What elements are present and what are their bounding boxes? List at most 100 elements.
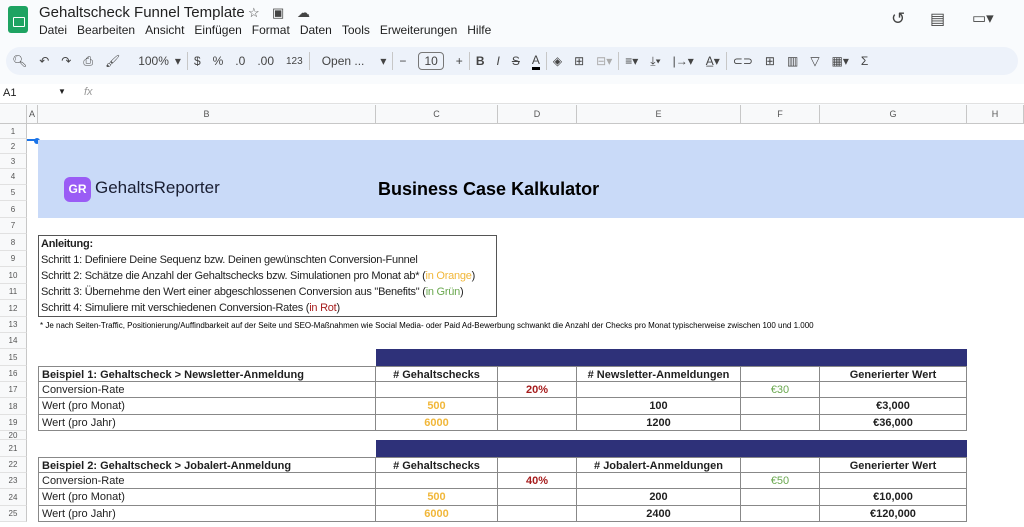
- row-header-6[interactable]: 6: [0, 201, 27, 218]
- table-cell[interactable]: [376, 382, 498, 398]
- row-header-5[interactable]: 5: [0, 185, 27, 201]
- table-cell[interactable]: [498, 415, 577, 431]
- table-header-cell[interactable]: Generierter Wert: [820, 457, 967, 473]
- increase-decimal-button[interactable]: .00: [257, 54, 274, 68]
- name-box-dropdown-icon[interactable]: ▼: [58, 87, 66, 96]
- menu-format[interactable]: Format: [251, 23, 290, 37]
- more-formats-button[interactable]: 123: [286, 55, 303, 67]
- row-header-2[interactable]: 2: [0, 139, 27, 154]
- column-header-h[interactable]: H: [967, 105, 1024, 124]
- table-cell[interactable]: 40%: [498, 473, 577, 489]
- table-cell[interactable]: 6000: [376, 415, 498, 431]
- undo-icon[interactable]: ↶: [39, 54, 50, 68]
- table-cell[interactable]: €50: [741, 473, 820, 489]
- table-cell[interactable]: [741, 506, 820, 522]
- table-header-cell[interactable]: # Gehaltschecks: [376, 366, 498, 382]
- font-size-increase[interactable]: +: [455, 54, 463, 68]
- column-header-f[interactable]: F: [741, 105, 820, 124]
- text-rotation-icon[interactable]: A̲▾: [705, 54, 720, 68]
- cloud-status-icon[interactable]: ☁: [297, 5, 310, 20]
- table-header-cell[interactable]: [498, 457, 577, 473]
- menu-erweiterungen[interactable]: Erweiterungen: [379, 23, 458, 37]
- table-header-cell[interactable]: # Gehaltschecks: [376, 457, 498, 473]
- horizontal-align-icon[interactable]: ≡▾: [625, 54, 639, 68]
- filter-views-icon[interactable]: ▦▾: [831, 54, 849, 68]
- menu-einfügen[interactable]: Einfügen: [194, 23, 242, 37]
- table-cell[interactable]: 500: [376, 398, 498, 415]
- table-header-cell[interactable]: Beispiel 1: Gehaltscheck > Newsletter-An…: [38, 366, 376, 382]
- font-size-decrease[interactable]: −: [399, 54, 407, 68]
- move-folder-icon[interactable]: ▣: [272, 5, 285, 20]
- formula-input[interactable]: [110, 87, 1010, 101]
- font-select[interactable]: Open ... ▾: [321, 54, 387, 68]
- column-header-d[interactable]: D: [498, 105, 577, 124]
- row-header-20[interactable]: 20: [0, 431, 27, 440]
- table-cell[interactable]: Conversion-Rate: [38, 473, 376, 489]
- table-cell[interactable]: 200: [577, 489, 741, 506]
- row-header-23[interactable]: 23: [0, 473, 27, 489]
- menu-datei[interactable]: Datei: [39, 23, 68, 37]
- borders-icon[interactable]: ⊞: [574, 54, 585, 68]
- selected-cell-a1[interactable]: [27, 124, 38, 141]
- table-cell[interactable]: €120,000: [820, 506, 967, 522]
- row-header-12[interactable]: 12: [0, 300, 27, 317]
- selection-handle[interactable]: [34, 138, 40, 144]
- column-header-a[interactable]: A: [27, 105, 38, 124]
- menu-tools[interactable]: Tools: [341, 23, 370, 37]
- row-header-14[interactable]: 14: [0, 333, 27, 349]
- table-cell[interactable]: [577, 382, 741, 398]
- text-color-button[interactable]: A: [531, 53, 540, 70]
- italic-button[interactable]: I: [496, 54, 500, 68]
- meet-icon[interactable]: ▭▾: [972, 10, 994, 27]
- doc-title[interactable]: Gehaltscheck Funnel Template: [39, 4, 245, 21]
- comments-icon[interactable]: ▤: [930, 11, 946, 28]
- table-cell[interactable]: [741, 489, 820, 506]
- row-header-1[interactable]: 1: [0, 124, 27, 139]
- menu-bearbeiten[interactable]: Bearbeiten: [77, 23, 136, 37]
- table-cell[interactable]: €30: [741, 382, 820, 398]
- decrease-decimal-button[interactable]: .0: [235, 54, 246, 68]
- table-header-cell[interactable]: Generierter Wert: [820, 366, 967, 382]
- table-cell[interactable]: 6000: [376, 506, 498, 522]
- bold-button[interactable]: B: [475, 54, 485, 68]
- table-cell[interactable]: €36,000: [820, 415, 967, 431]
- table-cell[interactable]: [498, 398, 577, 415]
- currency-button[interactable]: $: [193, 54, 201, 68]
- row-header-18[interactable]: 18: [0, 398, 27, 415]
- table-cell[interactable]: [741, 398, 820, 415]
- row-header-7[interactable]: 7: [0, 218, 27, 234]
- table-header-cell[interactable]: [498, 366, 577, 382]
- select-all-corner[interactable]: [0, 105, 27, 124]
- zoom-select[interactable]: 100% ▾: [138, 54, 181, 68]
- table-cell[interactable]: 20%: [498, 382, 577, 398]
- menu-hilfe[interactable]: Hilfe: [467, 23, 492, 37]
- row-header-17[interactable]: 17: [0, 382, 27, 398]
- column-header-c[interactable]: C: [376, 105, 498, 124]
- table-cell[interactable]: Wert (pro Jahr): [38, 415, 376, 431]
- table-cell[interactable]: €10,000: [820, 489, 967, 506]
- comment-add-icon[interactable]: ⊞: [764, 54, 775, 68]
- search-icon[interactable]: 🔍︎: [12, 54, 28, 68]
- row-header-8[interactable]: 8: [0, 234, 27, 251]
- table-cell[interactable]: [498, 506, 577, 522]
- column-header-e[interactable]: E: [577, 105, 741, 124]
- link-icon[interactable]: ⊂⊃: [732, 54, 753, 68]
- table-cell[interactable]: €3,000: [820, 398, 967, 415]
- functions-button[interactable]: Σ: [860, 54, 869, 68]
- percent-button[interactable]: %: [212, 54, 224, 68]
- row-header-3[interactable]: 3: [0, 154, 27, 169]
- row-header-10[interactable]: 10: [0, 267, 27, 284]
- table-header-cell[interactable]: # Newsletter-Anmeldungen: [577, 366, 741, 382]
- row-header-25[interactable]: 25: [0, 506, 27, 522]
- table-cell[interactable]: 100: [577, 398, 741, 415]
- redo-icon[interactable]: ↷: [61, 54, 72, 68]
- row-header-15[interactable]: 15: [0, 349, 27, 366]
- column-header-g[interactable]: G: [820, 105, 967, 124]
- column-header-b[interactable]: B: [38, 105, 376, 124]
- table-cell[interactable]: Wert (pro Jahr): [38, 506, 376, 522]
- fill-color-icon[interactable]: ◈: [552, 54, 563, 68]
- row-header-4[interactable]: 4: [0, 169, 27, 185]
- menu-daten[interactable]: Daten: [299, 23, 332, 37]
- table-cell[interactable]: Wert (pro Monat): [38, 489, 376, 506]
- table-header-cell[interactable]: [741, 366, 820, 382]
